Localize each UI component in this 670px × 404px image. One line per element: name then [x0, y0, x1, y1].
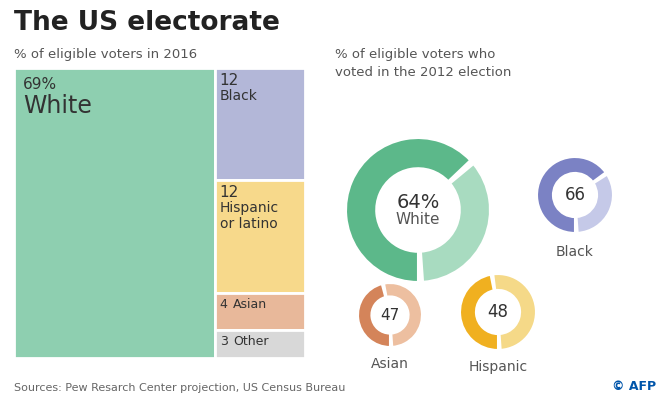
Text: Black: Black [556, 245, 594, 259]
Wedge shape [537, 157, 606, 233]
Text: 64%: 64% [397, 192, 440, 212]
Wedge shape [421, 164, 490, 282]
Text: 66: 66 [565, 186, 586, 204]
Text: 69%: 69% [23, 77, 57, 92]
Text: Sources: Pew Resarch Center projection, US Census Bureau: Sources: Pew Resarch Center projection, … [14, 383, 345, 393]
Wedge shape [384, 283, 422, 347]
Text: White: White [396, 213, 440, 227]
Text: 4: 4 [220, 297, 228, 311]
Bar [215, 180, 305, 292]
Text: % of eligible voters in 2016: % of eligible voters in 2016 [14, 48, 197, 61]
Text: Other: Other [232, 335, 268, 348]
Text: Black: Black [220, 89, 258, 103]
Bar [215, 68, 305, 180]
Wedge shape [358, 284, 390, 347]
Text: 12: 12 [220, 73, 239, 88]
Wedge shape [493, 274, 536, 350]
Text: or latino: or latino [220, 217, 277, 231]
Bar [215, 292, 305, 330]
Wedge shape [346, 138, 470, 282]
Text: Hispanic: Hispanic [468, 360, 527, 374]
Text: % of eligible voters who
voted in the 2012 election: % of eligible voters who voted in the 20… [335, 48, 511, 78]
Text: 12: 12 [220, 185, 239, 200]
Text: 3: 3 [220, 335, 228, 348]
Text: Asian: Asian [232, 297, 267, 311]
Text: © AFP: © AFP [612, 380, 656, 393]
Text: White: White [23, 94, 92, 118]
Wedge shape [460, 275, 498, 350]
Text: 47: 47 [381, 307, 399, 322]
Bar [215, 330, 305, 358]
Text: Asian: Asian [371, 357, 409, 371]
Text: Hispanic: Hispanic [220, 201, 279, 215]
Wedge shape [577, 175, 613, 233]
Bar [14, 68, 215, 358]
Text: 48: 48 [488, 303, 509, 321]
Text: The US electorate: The US electorate [14, 10, 280, 36]
